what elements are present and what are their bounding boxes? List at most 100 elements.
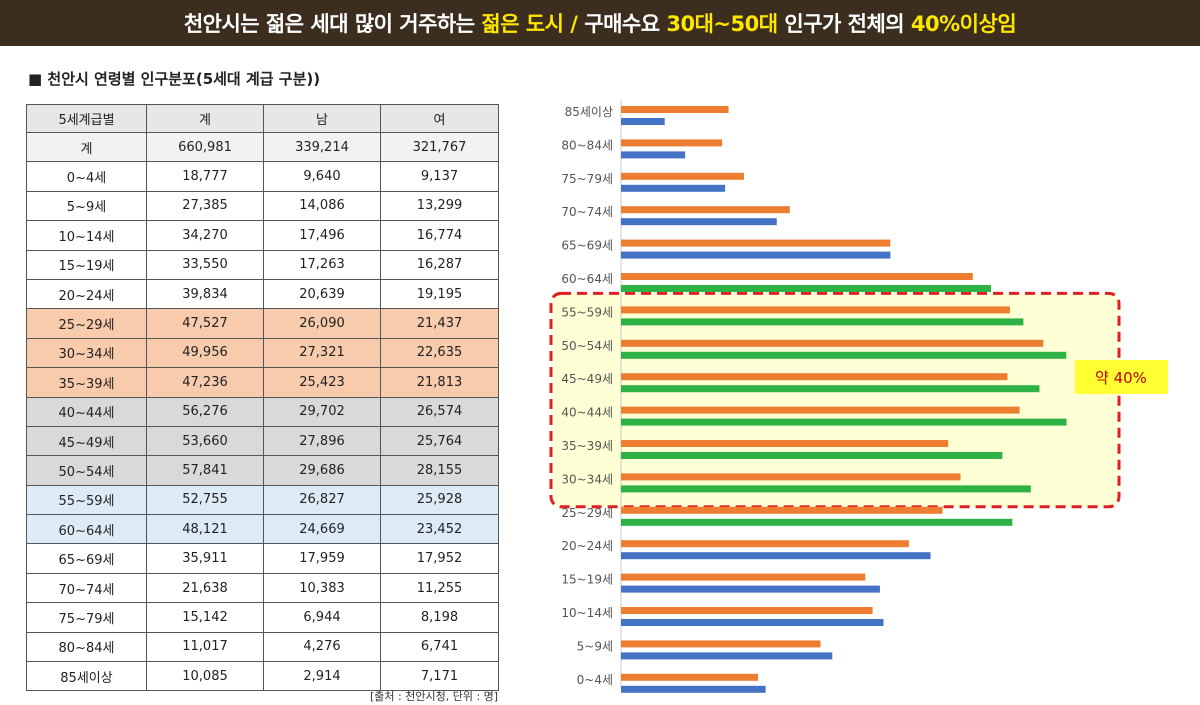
highlight-label: 약 40% (1095, 369, 1147, 387)
bar-series-1 (621, 673, 759, 681)
category-label: 25~29세 (561, 506, 613, 520)
bar-series-1 (621, 339, 1044, 347)
value-cell: 53,660 (146, 425, 264, 457)
age-group-cell: 40~44세 (26, 396, 147, 427)
source-note: [출처 : 천안시청, 단위 : 명] (370, 690, 499, 703)
value-cell: 20,639 (263, 278, 381, 310)
value-cell: 14,086 (263, 190, 381, 222)
value-cell: 56,276 (146, 396, 264, 427)
value-cell: 26,574 (380, 396, 499, 427)
value-cell: 339,214 (263, 131, 381, 163)
table-row: 70~74세 21,638 10,383 11,255 (26, 572, 499, 604)
value-cell: 27,321 (263, 337, 381, 369)
category-label: 65~69세 (561, 239, 613, 253)
value-cell: 25,928 (380, 484, 499, 516)
category-label: 85세이상 (565, 105, 613, 119)
age-group-cell: 25~29세 (26, 308, 147, 339)
value-cell: 17,952 (380, 543, 499, 574)
value-cell: 24,669 (263, 514, 381, 545)
age-group-cell: 60~64세 (26, 514, 147, 545)
value-cell: 29,702 (263, 396, 381, 427)
table-row: 15~19세 33,550 17,263 16,287 (26, 249, 499, 280)
bar-series-2 (621, 585, 880, 593)
value-cell: 47,236 (146, 367, 264, 398)
bar-series-2 (621, 652, 833, 660)
age-group-cell: 30~34세 (26, 337, 147, 369)
value-cell: 19,195 (380, 278, 499, 310)
bar-series-2 (621, 351, 1067, 359)
value-cell: 47,527 (146, 308, 264, 339)
banner-part: 30대~50대 (666, 12, 778, 36)
value-cell: 57,841 (146, 455, 264, 486)
header-cell: 남 (263, 104, 381, 133)
highlight-label-bg (1075, 360, 1168, 394)
banner-part: 구매수요 (584, 12, 667, 36)
bar-series-1 (621, 139, 723, 147)
bar-series-2 (621, 184, 726, 192)
value-cell: 23,452 (380, 514, 499, 545)
age-group-cell: 50~54세 (26, 455, 147, 486)
category-label: 70~74세 (561, 205, 613, 219)
age-group-cell: 65~69세 (26, 543, 147, 574)
value-cell: 8,198 (380, 602, 499, 633)
bar-series-2 (621, 251, 891, 259)
banner-part: 인구가 전체의 (777, 12, 911, 36)
bar-series-1 (621, 172, 744, 180)
category-label: 60~64세 (561, 272, 613, 286)
value-cell: 52,755 (146, 484, 264, 516)
bar-series-1 (621, 239, 891, 247)
bar-series-1 (621, 273, 973, 280)
banner-part: 젊은 도시 / (481, 12, 585, 36)
age-group-cell: 45~49세 (26, 425, 147, 457)
bar-series-1 (621, 306, 1010, 314)
age-group-cell: 15~19세 (26, 249, 147, 280)
value-cell: 28,155 (380, 455, 499, 486)
table-row: 25~29세 47,527 26,090 21,437 (26, 308, 499, 339)
value-cell: 48,121 (146, 514, 264, 545)
value-cell: 21,437 (380, 308, 499, 339)
value-cell: 17,959 (263, 543, 381, 574)
banner-part: 천안시는 젊은 세대 많이 거주하는 (183, 12, 482, 36)
bar-series-2 (621, 151, 686, 159)
bar-series-2 (621, 285, 992, 292)
bar-series-1 (621, 473, 961, 481)
table-row: 55~59세 52,755 26,827 25,928 (26, 484, 499, 516)
table-row: 35~39세 47,236 25,423 21,813 (26, 367, 499, 398)
bar-series-2 (621, 385, 1040, 393)
category-label: 35~39세 (561, 439, 613, 453)
category-label: 45~49세 (561, 372, 613, 386)
table-row: 85세이상 10,085 2,914 7,171 (26, 661, 499, 692)
value-cell: 10,085 (146, 661, 264, 692)
table-title: ■ 천안시 연령별 인구분포(5세대 계급 구분)) (28, 70, 321, 88)
age-group-cell: 55~59세 (26, 484, 147, 516)
bar-series-1 (621, 440, 949, 447)
value-cell: 17,263 (263, 249, 381, 280)
table-row: 20~24세 39,834 20,639 19,195 (26, 278, 499, 310)
age-group-cell: 85세이상 (26, 661, 147, 692)
bar-series-2 (621, 118, 665, 125)
category-label: 75~79세 (561, 172, 613, 186)
value-cell: 26,827 (263, 484, 381, 516)
value-cell: 6,944 (263, 602, 381, 633)
table-row: 45~49세 53,660 27,896 25,764 (26, 425, 499, 457)
bar-series-2 (621, 318, 1024, 326)
bar-series-2 (621, 418, 1067, 426)
value-cell: 49,956 (146, 337, 264, 369)
category-label: 40~44세 (561, 406, 613, 420)
value-cell: 321,767 (380, 131, 499, 163)
population-table: 5세계급별 계 남 여 계 660,981 339,214 321,767 0~4세 18… (26, 104, 499, 692)
header-cell: 계 (146, 104, 264, 133)
category-label: 0~4세 (577, 673, 613, 687)
age-group-cell: 75~79세 (26, 602, 147, 633)
bar-series-2 (621, 685, 766, 693)
category-label: 80~84세 (561, 138, 613, 152)
age-group-cell: 35~39세 (26, 367, 147, 398)
bar-series-2 (621, 452, 1003, 459)
value-cell: 16,287 (380, 249, 499, 280)
category-label: 10~14세 (561, 606, 613, 620)
bar-series-2 (621, 218, 777, 226)
value-cell: 39,834 (146, 278, 264, 310)
value-cell: 16,774 (380, 220, 499, 251)
value-cell: 15,142 (146, 602, 264, 633)
